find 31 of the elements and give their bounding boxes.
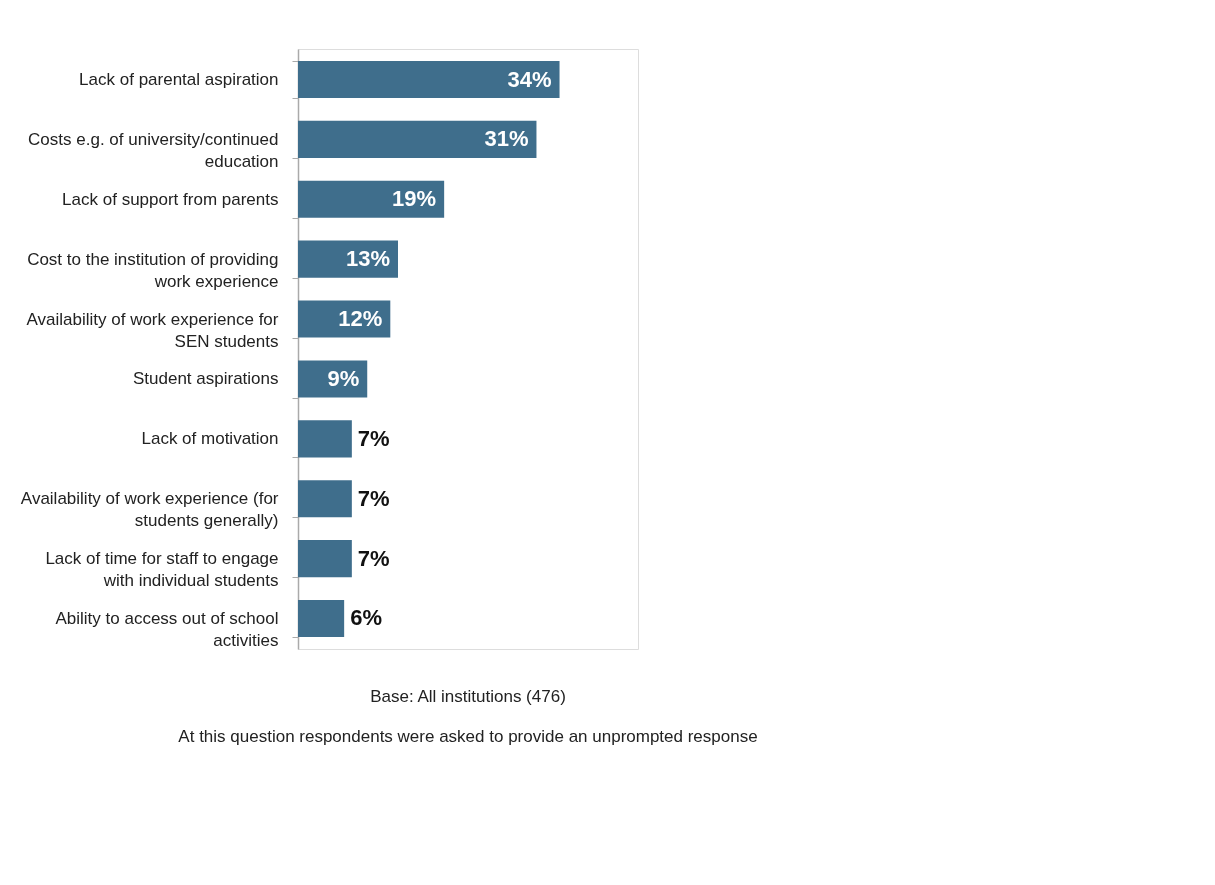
data-label: 31%	[484, 126, 529, 152]
y-tick-label: Lack of parental aspiration	[79, 70, 279, 90]
y-tick-label: Costs e.g. of university/continued education	[28, 129, 279, 171]
y-tick-label: Cost to the institution of providing work experience	[27, 249, 279, 291]
bar	[298, 60, 560, 99]
data-label: 7%	[357, 485, 390, 511]
bar	[298, 599, 345, 638]
data-label: 7%	[357, 545, 390, 571]
data-label: 7%	[357, 425, 390, 451]
bar	[298, 300, 391, 338]
text: Base: All institutions (476)	[370, 687, 566, 706]
y-tick-label: Availability of work experience (for students generally)	[20, 489, 279, 531]
data-label: 13%	[345, 246, 390, 272]
data-label: 6%	[350, 605, 382, 631]
data-label: 9%	[327, 365, 360, 391]
data-label: 12%	[338, 306, 383, 332]
bar	[298, 360, 368, 398]
bar	[298, 420, 352, 458]
data-label: 34%	[507, 66, 552, 92]
bar	[298, 180, 445, 218]
y-tick-label: Student aspirations	[132, 369, 279, 389]
data-label: 19%	[392, 186, 437, 212]
y-tick-label: Lack of support from parents	[62, 189, 279, 209]
bar	[298, 120, 537, 158]
text: At this question respondents were asked to provide an unprompted response	[178, 727, 758, 746]
y-tick-label: Availability of work experience for SEN students	[26, 309, 279, 351]
y-tick-label: Ability to access out of school activities	[55, 608, 279, 650]
y-tick-label: Lack of motivation	[141, 429, 279, 449]
y-tick-label: Lack of time for staff to engage with individual students	[45, 549, 279, 591]
bar	[298, 480, 352, 518]
bar	[298, 540, 352, 578]
